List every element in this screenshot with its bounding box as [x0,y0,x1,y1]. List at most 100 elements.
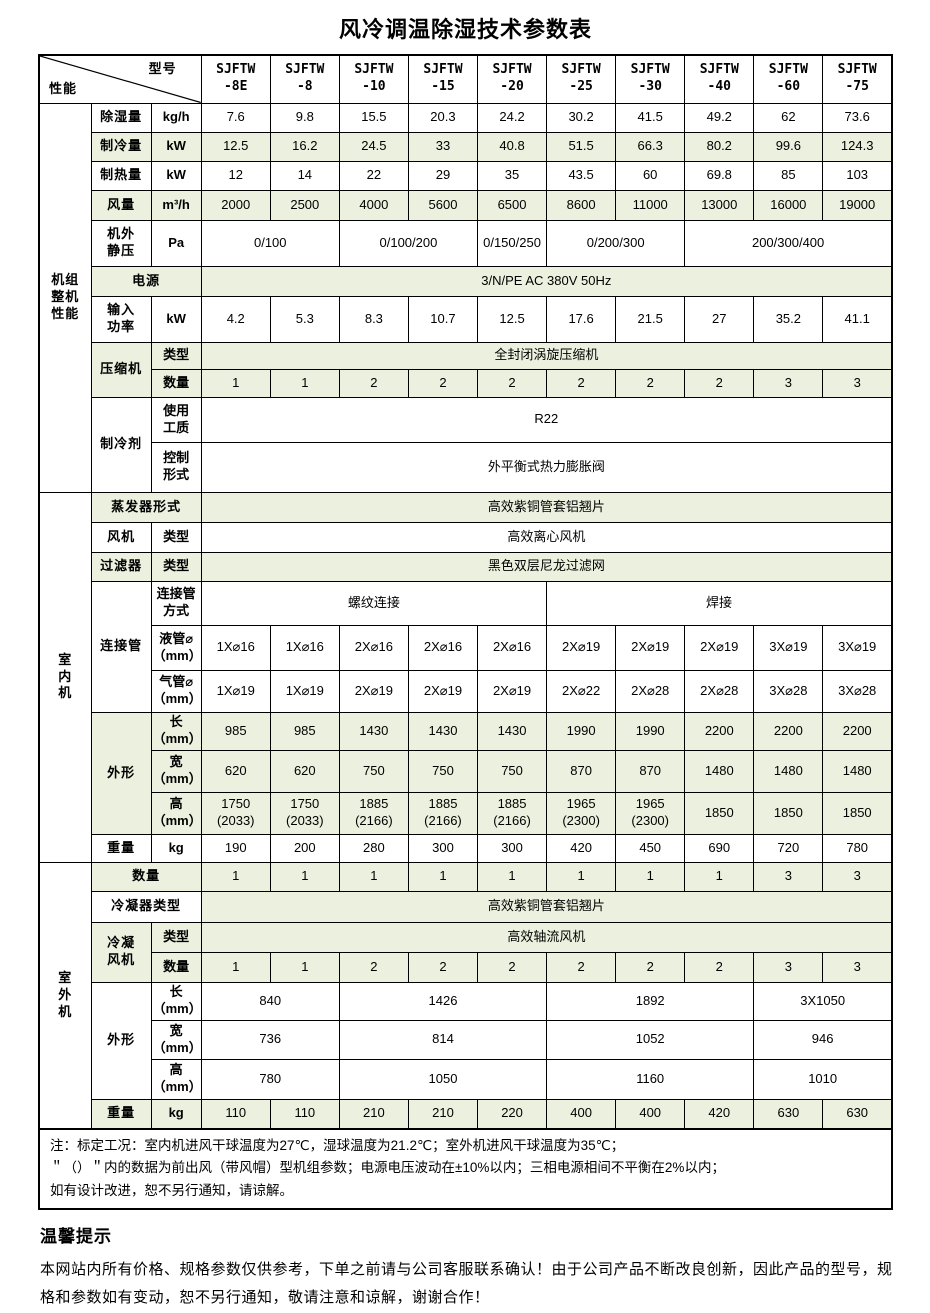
value-cell: 3 [753,368,824,398]
value-cell: 69.8 [684,160,755,191]
table-row: 宽 （mm） 736 814 1052 946 [39,1019,893,1060]
value-cell: 1 [269,368,340,398]
value-cell: 6500 [476,189,548,221]
value-cell: 41.5 [615,102,686,133]
value-cell: 2 [546,368,617,398]
table-row: 数量 1 1 2 2 2 2 2 2 3 3 [39,368,893,398]
value-cell: 870 [546,749,617,793]
row-unit: 类型 [150,921,202,953]
value-cell: 4000 [338,189,409,221]
row-unit: 使用 工质 [150,396,202,443]
value-cell: 2 [338,368,409,398]
table-row: 风机 类型 高效离心风机 [39,521,893,553]
row-unit: kg [150,833,202,863]
row-label: 连接管 [90,580,152,713]
model-header: SJFTW -8E [200,54,271,104]
value-cell: 2X⌀22 [546,669,617,713]
row-unit: kW [150,131,202,162]
value-cell: 1 [269,951,340,983]
value-cell: 12 [200,160,271,191]
value-cell: 0/100 [200,219,340,267]
value-cell: 750 [338,749,409,793]
value-cell: 210 [407,1098,479,1130]
value-cell: 870 [615,749,686,793]
value-cell: 840 [200,981,340,1021]
value-cell: 400 [546,1098,617,1130]
model-header: SJFTW -30 [615,54,686,104]
table-row: 风量 m³/h 2000 2500 4000 5600 6500 8600 11000 13000… [39,189,893,221]
value-cell: 750 [476,749,548,793]
value-cell: 8.3 [338,295,409,343]
value-cell: 2X⌀16 [476,624,548,671]
value-cell: 41.1 [822,295,893,343]
value-cell: 1965 (2300) [546,791,617,835]
value-cell: 1850 [753,791,824,835]
model-header: SJFTW -25 [546,54,617,104]
row-unit: kg/h [150,102,202,133]
value-cell: 8600 [546,189,617,221]
value-cell: 高效紫铜管套铝翘片 [200,491,893,523]
row-label: 重量 [90,1098,152,1130]
value-cell: 420 [546,833,617,863]
value-cell: 27 [684,295,755,343]
value-cell: 280 [338,833,409,863]
value-cell: 736 [200,1019,340,1060]
value-cell: 1X⌀19 [269,669,340,713]
value-cell: 2X⌀16 [338,624,409,671]
value-cell: 1 [684,861,755,892]
row-unit: kW [150,160,202,191]
row-unit: Pa [150,219,202,267]
row-unit: 长 （mm） [150,711,202,751]
value-cell: 2200 [753,711,824,751]
row-unit: 宽 （mm） [150,749,202,793]
value-cell: 30.2 [546,102,617,133]
tip-body: 本网站内所有价格、规格参数仅供参考，下单之前请与公司客服联系确认！由于公司产品不… [40,1260,893,1307]
value-cell: 3 [822,861,893,892]
value-cell: 1 [200,951,271,983]
row-unit: 气管⌀ （mm） [150,669,202,713]
value-cell: 420 [684,1098,755,1130]
notes-box: 注：标定工况：室内机进风干球温度为27℃，湿球温度为21.2℃；室外机进风干球温… [38,1130,893,1210]
section-group-label: 机组 整机 性能 [38,102,92,493]
value-cell: 2X⌀19 [615,624,686,671]
value-cell: 1480 [753,749,824,793]
value-cell: 24.5 [338,131,409,162]
row-unit: 数量 [150,951,202,983]
value-cell: 2 [684,368,755,398]
value-cell: 14 [269,160,340,191]
tip-heading: 温馨提示 [40,1226,112,1246]
value-cell: 3X⌀28 [753,669,824,713]
model-header: SJFTW -8 [269,54,340,104]
value-cell: 1 [476,861,548,892]
value-cell: 35 [476,160,548,191]
value-cell: 49.2 [684,102,755,133]
row-label: 风量 [90,189,152,221]
value-cell: 黑色双层尼龙过滤网 [200,551,893,582]
model-header: SJFTW -10 [338,54,409,104]
value-cell: 1426 [338,981,548,1021]
row-label: 风机 [90,521,152,553]
row-label: 过滤器 [90,551,152,582]
note-line: 注：标定工况：室内机进风干球温度为27℃，湿球温度为21.2℃；室外机进风干球温… [50,1138,625,1153]
row-unit: 宽 （mm） [150,1019,202,1060]
row-unit: 连接管 方式 [150,580,202,626]
row-label: 蒸发器形式 [90,491,202,523]
value-cell: 16000 [753,189,824,221]
value-cell: 1892 [546,981,755,1021]
value-cell: 1990 [546,711,617,751]
table-row: 连接管 连接管 方式 螺纹连接 焊接 [39,580,893,713]
value-cell: 1850 [684,791,755,835]
value-cell: 7.6 [200,102,271,133]
value-cell: 2 [615,368,686,398]
value-cell: 3 [753,951,824,983]
value-cell: 16.2 [269,131,340,162]
row-label: 冷凝器类型 [90,890,202,923]
value-cell: 300 [476,833,548,863]
model-header: SJFTW -40 [684,54,755,104]
row-unit: 类型 [150,551,202,582]
row-label: 制冷量 [90,131,152,162]
value-cell: 80.2 [684,131,755,162]
value-cell: 3X⌀28 [822,669,893,713]
row-unit: 高 （mm） [150,791,202,835]
